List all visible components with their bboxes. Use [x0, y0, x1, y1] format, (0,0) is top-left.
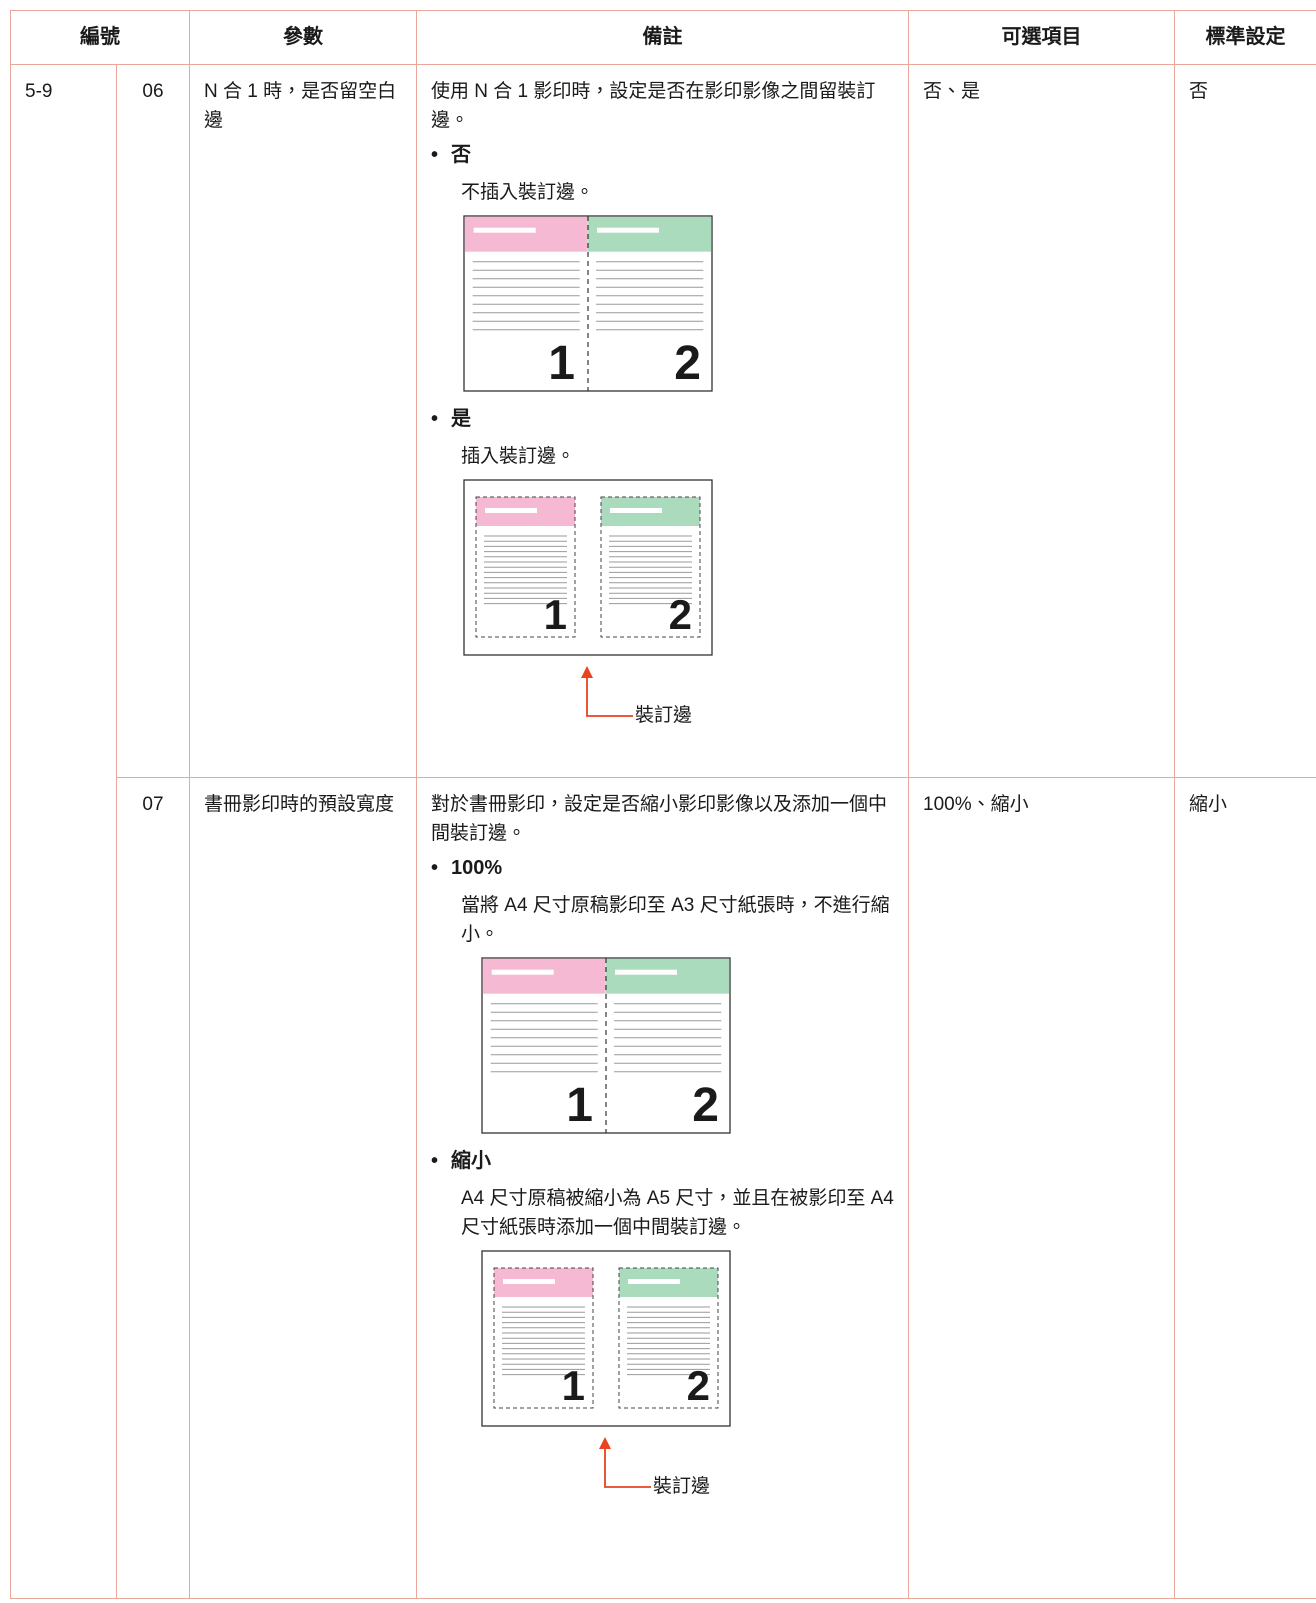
page-number: 1 — [566, 1079, 593, 1132]
callout-label: 裝訂邊 — [653, 1475, 710, 1497]
diagram-holder: 1 2 裝訂邊 — [463, 479, 896, 729]
parameter-cell: N 合 1 時，是否留空白邊 — [189, 64, 417, 778]
option-text: 不插入裝訂邊。 — [461, 182, 595, 203]
settings-table: 編號 參數 備註 可選項目 標準設定 5-9 06 N 合 1 時，是否留空白邊… — [10, 10, 1316, 1599]
title-bar — [485, 508, 537, 513]
table-row: 07 書冊影印時的預設寬度 對於書冊影印，設定是否縮小影印影像以及添加一個中間裝… — [11, 777, 1316, 1599]
diagram: 1 2 裝訂邊 — [463, 479, 713, 726]
callout-label: 裝訂邊 — [635, 704, 692, 726]
page-header — [588, 216, 712, 252]
option-text: 插入裝訂邊。 — [461, 446, 576, 467]
page-number: 1 — [562, 1362, 585, 1409]
group-cell: 5-9 — [10, 64, 117, 1599]
page-outline — [493, 1267, 594, 1409]
diagram-holder: 1 2 裝訂邊 — [481, 1250, 896, 1500]
default-cell: 縮小 — [1174, 777, 1316, 1599]
default-cell: 否 — [1174, 64, 1316, 778]
choices-cell: 100%、縮小 — [908, 777, 1175, 1599]
option-title: 100% — [431, 854, 896, 883]
option-title: 否 — [431, 141, 896, 170]
page-number: 2 — [669, 591, 692, 638]
number-cell: 07 — [116, 777, 190, 1599]
header-row: 編號 參數 備註 可選項目 標準設定 — [10, 10, 1316, 65]
title-bar — [615, 969, 677, 975]
description-text: 使用 N 合 1 影印時，設定是否在影印影像之間留裝訂邊。 — [431, 81, 876, 131]
option-text: 當將 A4 尺寸原稿影印至 A3 尺寸紙張時，不進行縮小。 — [461, 895, 890, 945]
title-bar — [610, 508, 662, 513]
page-number: 2 — [674, 337, 701, 390]
title-bar — [473, 227, 536, 233]
page-number: 2 — [692, 1079, 719, 1132]
title-bar — [503, 1279, 555, 1284]
number-cell: 06 — [116, 64, 190, 778]
page-number: 1 — [544, 591, 567, 638]
option-text: A4 尺寸原稿被縮小為 A5 尺寸，並且在被影印至 A4 尺寸紙張時添加一個中間… — [461, 1188, 894, 1238]
page-header — [464, 216, 588, 252]
option-title: 是 — [431, 405, 896, 434]
choices-cell: 否、是 — [908, 64, 1175, 778]
page-outline — [600, 496, 701, 638]
title-bar — [597, 227, 659, 233]
header-cell: 可選項目 — [908, 10, 1175, 65]
callout-line — [586, 676, 633, 717]
header-cell: 參數 — [189, 10, 417, 65]
page-outline — [618, 1267, 719, 1409]
description-text: 對於書冊影印，設定是否縮小影印影像以及添加一個中間裝訂邊。 — [431, 794, 888, 844]
header-cell: 標準設定 — [1174, 10, 1316, 65]
option-title: 縮小 — [431, 1147, 896, 1176]
page-outline — [475, 496, 576, 638]
parameter-cell: 書冊影印時的預設寬度 — [189, 777, 417, 1599]
table-row: 5-9 06 N 合 1 時，是否留空白邊 使用 N 合 1 影印時，設定是否在… — [10, 64, 1316, 1599]
description-cell: 使用 N 合 1 影印時，設定是否在影印影像之間留裝訂邊。否不插入裝訂邊。12是… — [416, 64, 909, 778]
page-number: 1 — [548, 337, 575, 390]
callout-line — [604, 1447, 651, 1488]
header-cell: 備註 — [416, 10, 909, 65]
title-bar — [491, 969, 554, 975]
header-cell: 編號 — [10, 10, 190, 65]
page-header — [482, 958, 606, 994]
title-bar — [628, 1279, 680, 1284]
description-cell: 對於書冊影印，設定是否縮小影印影像以及添加一個中間裝訂邊。 100% 當將 A4 尺… — [416, 777, 909, 1599]
page-header — [606, 958, 730, 994]
callout-arrow-head — [581, 666, 593, 678]
diagram: 1 2 裝訂邊 — [481, 1250, 731, 1497]
page-number: 2 — [687, 1362, 710, 1409]
callout-arrow-head — [599, 1437, 611, 1449]
